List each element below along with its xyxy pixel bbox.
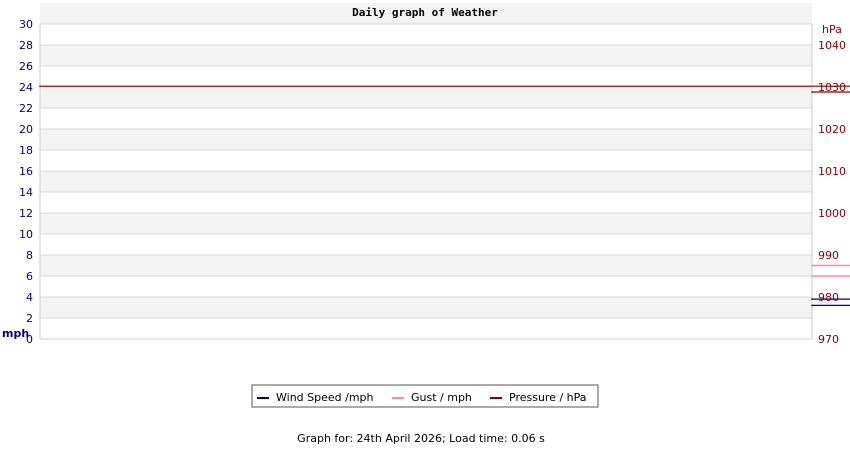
left-tick-label: 30	[19, 18, 33, 31]
left-tick-label: 12	[19, 207, 33, 220]
left-tick-label: 2	[26, 312, 33, 325]
right-tick-label: 1040	[818, 39, 846, 52]
footer-text: Graph for: 24th April 2026; Load time: 0…	[297, 432, 545, 445]
right-tick-label: 1000	[818, 207, 846, 220]
left-tick-label: 16	[19, 165, 33, 178]
data-point	[39, 85, 41, 87]
data-point	[811, 275, 813, 277]
left-tick-label: 20	[19, 123, 33, 136]
left-tick-label: 26	[19, 60, 33, 73]
left-tick-label: 18	[19, 144, 33, 157]
data-point	[811, 264, 813, 267]
legend: Wind Speed /mph Gust / mph Pressure / hPa	[251, 384, 599, 408]
left-tick-label: 14	[19, 186, 33, 199]
legend-entry: Wind Speed /mph	[276, 391, 374, 404]
left-tick-label: 4	[26, 291, 33, 304]
legend-entry: Pressure / hPa	[509, 391, 587, 404]
right-tick-label: 1030	[818, 81, 846, 94]
right-tick-label: 980	[818, 291, 839, 304]
left-tick-label: 28	[19, 39, 33, 52]
right-tick-label: 990	[818, 249, 839, 262]
left-tick-label: 24	[19, 81, 33, 94]
right-axis-unit: hPa	[822, 23, 842, 36]
chart-title: Daily graph of Weather	[352, 6, 498, 19]
left-tick-label: 22	[19, 102, 33, 115]
data-point	[811, 304, 813, 307]
left-axis-unit: mph	[2, 327, 29, 340]
right-tick-label: 970	[818, 333, 839, 346]
left-tick-label: 6	[26, 270, 33, 283]
data-point	[811, 298, 813, 300]
right-tick-label: 1010	[818, 165, 846, 178]
legend-entry: Gust / mph	[411, 391, 472, 404]
left-tick-label: 10	[19, 228, 33, 241]
left-tick-label: 0	[26, 333, 33, 346]
data-point	[811, 91, 813, 93]
right-tick-label: 1020	[818, 123, 846, 136]
left-tick-label: 8	[26, 249, 33, 262]
